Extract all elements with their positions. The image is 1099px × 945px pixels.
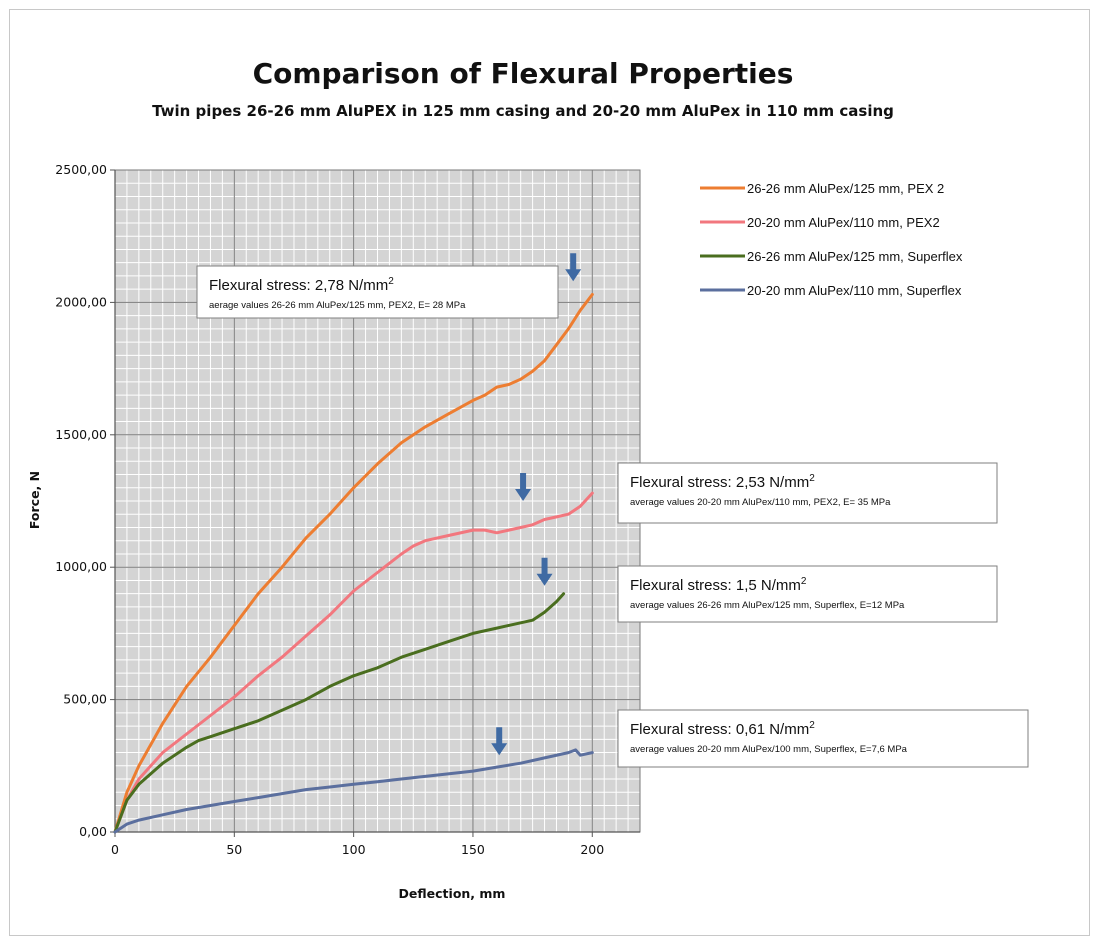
annotations: Flexural stress: 2,78 N/mm2 aerage values… xyxy=(196,253,1029,768)
down-arrow-icon xyxy=(536,557,553,586)
legend-label: 20-20 mm AluPex/110 mm, Superflex xyxy=(747,283,962,298)
x-tick-label: 0 xyxy=(111,842,119,857)
y-axis-label: Force, N xyxy=(27,471,42,529)
annotation-detail: average values 20-20 mm AluPex/100 mm, S… xyxy=(630,744,908,755)
annotation-sup: 2 xyxy=(801,576,807,587)
annotation-box xyxy=(617,709,1029,768)
x-tick-label: 200 xyxy=(580,842,604,857)
down-arrow-icon xyxy=(491,727,508,756)
annotation-detail: average values 26-26 mm AluPex/125 mm, S… xyxy=(630,600,905,611)
annotation-sup: 2 xyxy=(809,720,815,731)
y-tick-label: 1500,00 xyxy=(55,427,107,442)
legend-label: 26-26 mm AluPex/125 mm, Superflex xyxy=(747,249,963,264)
series-line-4 xyxy=(113,748,594,834)
y-tick-label: 0,00 xyxy=(79,824,107,839)
annotation-detail: average values 20-20 mm AluPex/110 mm, P… xyxy=(630,497,891,508)
x-tick-label: 100 xyxy=(342,842,366,857)
annotation-sup: 2 xyxy=(388,276,394,287)
legend-label: 20-20 mm AluPex/110 mm, PEX2 xyxy=(747,215,940,230)
annotation-stress: Flexural stress: 2,53 N/mm2 xyxy=(630,473,815,491)
y-tick-label: 2000,00 xyxy=(55,294,107,309)
series-line-1 xyxy=(113,293,594,834)
legend-label: 26-26 mm AluPex/125 mm, PEX 2 xyxy=(747,181,944,196)
y-tick-label: 2500,00 xyxy=(55,162,107,177)
annotation-stress: Flexural stress: 2,78 N/mm2 xyxy=(209,276,394,294)
annotation-sup: 2 xyxy=(809,473,815,484)
y-tick-label: 1000,00 xyxy=(55,559,107,574)
series-line-3 xyxy=(113,592,566,834)
y-tick-label: 500,00 xyxy=(63,692,107,707)
annotation-box xyxy=(617,565,998,623)
annotation-stress: Flexural stress: 0,61 N/mm2 xyxy=(630,720,815,738)
annotation-stress: Flexural stress: 1,5 N/mm2 xyxy=(630,576,807,594)
x-axis-label: Deflection, mm xyxy=(399,886,506,901)
chart-title: Comparison of Flexural Properties xyxy=(253,57,794,90)
x-tick-label: 150 xyxy=(461,842,485,857)
chart-subtitle: Twin pipes 26-26 mm AluPEX in 125 mm cas… xyxy=(152,102,894,120)
down-arrow-icon xyxy=(565,253,582,282)
annotation-box xyxy=(617,462,998,524)
down-arrow-icon xyxy=(515,473,532,501)
x-tick-label: 50 xyxy=(226,842,242,857)
annotation-box xyxy=(196,265,559,319)
annotation-detail: aerage values 26-26 mm AluPex/125 mm, PE… xyxy=(209,300,466,311)
series-line-2 xyxy=(113,491,594,834)
legend: 26-26 mm AluPex/125 mm, PEX 2 20-20 mm Al… xyxy=(700,181,963,298)
